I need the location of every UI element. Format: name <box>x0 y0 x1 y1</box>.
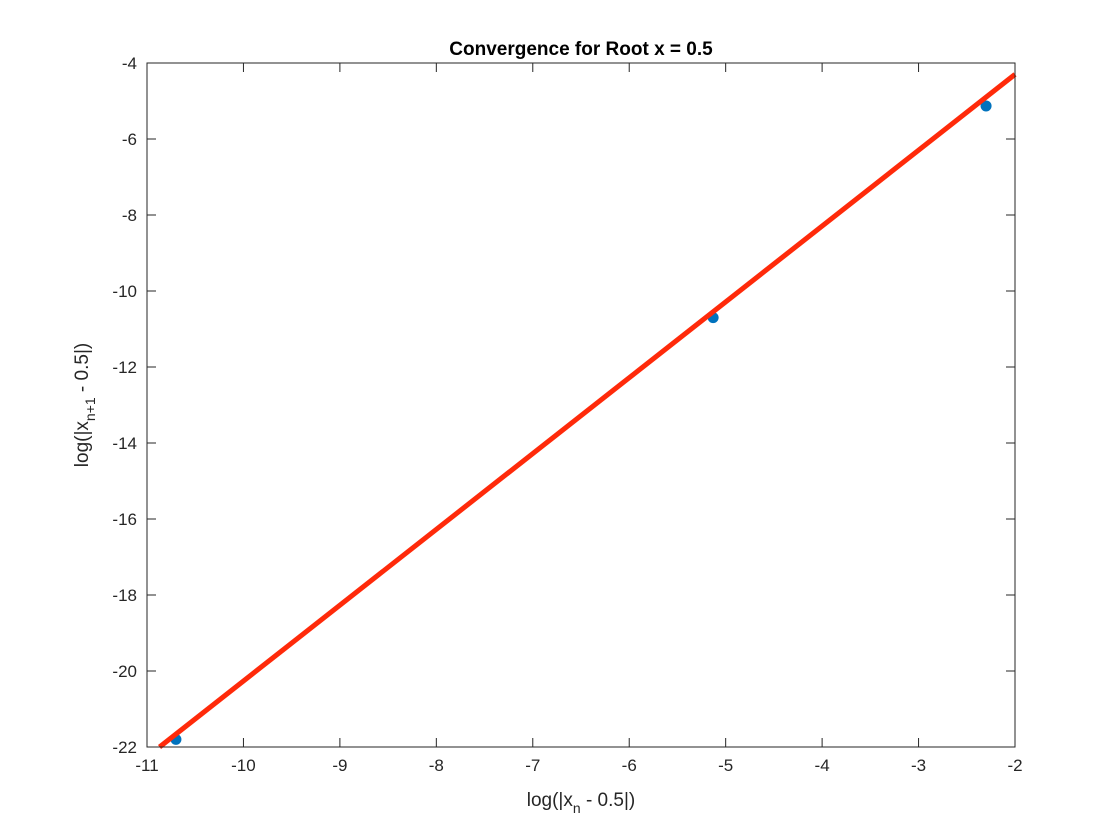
data-point <box>980 100 992 112</box>
plot-area <box>147 63 1015 747</box>
y-tick-label: -10 <box>112 282 137 301</box>
axes-box <box>146 62 1016 748</box>
x-tick-label: -4 <box>815 756 830 775</box>
x-axis-label-sub: n <box>573 800 581 816</box>
y-tick-label: -4 <box>122 54 137 73</box>
x-axis-label-post: - 0.5|) <box>581 790 636 811</box>
x-tick-label: -5 <box>718 756 733 775</box>
y-tick-label: -16 <box>112 510 137 529</box>
x-tick-label: -9 <box>332 756 347 775</box>
x-axis-ticks: -11 -10 -9 -8 -7 -6 -5 -4 -3 -2 <box>135 63 1023 775</box>
chart-title: Convergence for Root x = 0.5 <box>449 39 713 60</box>
y-tick-label: -20 <box>112 662 137 681</box>
y-axis-label: log(|xn+1 - 0.5|) <box>72 343 98 467</box>
y-tick-label: -22 <box>112 738 137 757</box>
y-tick-label: -12 <box>112 358 137 377</box>
x-tick-label: -10 <box>231 756 256 775</box>
x-axis-label: log(|xn - 0.5|) <box>527 790 635 816</box>
y-tick-label: -8 <box>122 206 137 225</box>
x-tick-label: -11 <box>135 756 158 775</box>
y-tick-label: -14 <box>112 434 137 453</box>
y-axis-label-sub: n+1 <box>82 397 98 421</box>
x-tick-label: -6 <box>622 756 637 775</box>
series-layer <box>157 72 1017 749</box>
y-axis-label-post: - 0.5|) <box>72 343 93 398</box>
x-tick-label: -8 <box>429 756 444 775</box>
y-tick-label: -18 <box>112 586 137 605</box>
x-tick-label: -2 <box>1007 756 1022 775</box>
x-axis-label-pre: log(|x <box>527 790 574 811</box>
x-tick-label: -3 <box>911 756 926 775</box>
y-axis-label-pre: log(|x <box>72 421 93 468</box>
fit-line <box>157 72 1017 749</box>
y-axis-ticks: -22 -20 -18 -16 -14 -12 -10 -8 -6 -4 <box>112 54 1015 757</box>
y-tick-label: -6 <box>122 130 137 149</box>
x-tick-label: -7 <box>525 756 540 775</box>
